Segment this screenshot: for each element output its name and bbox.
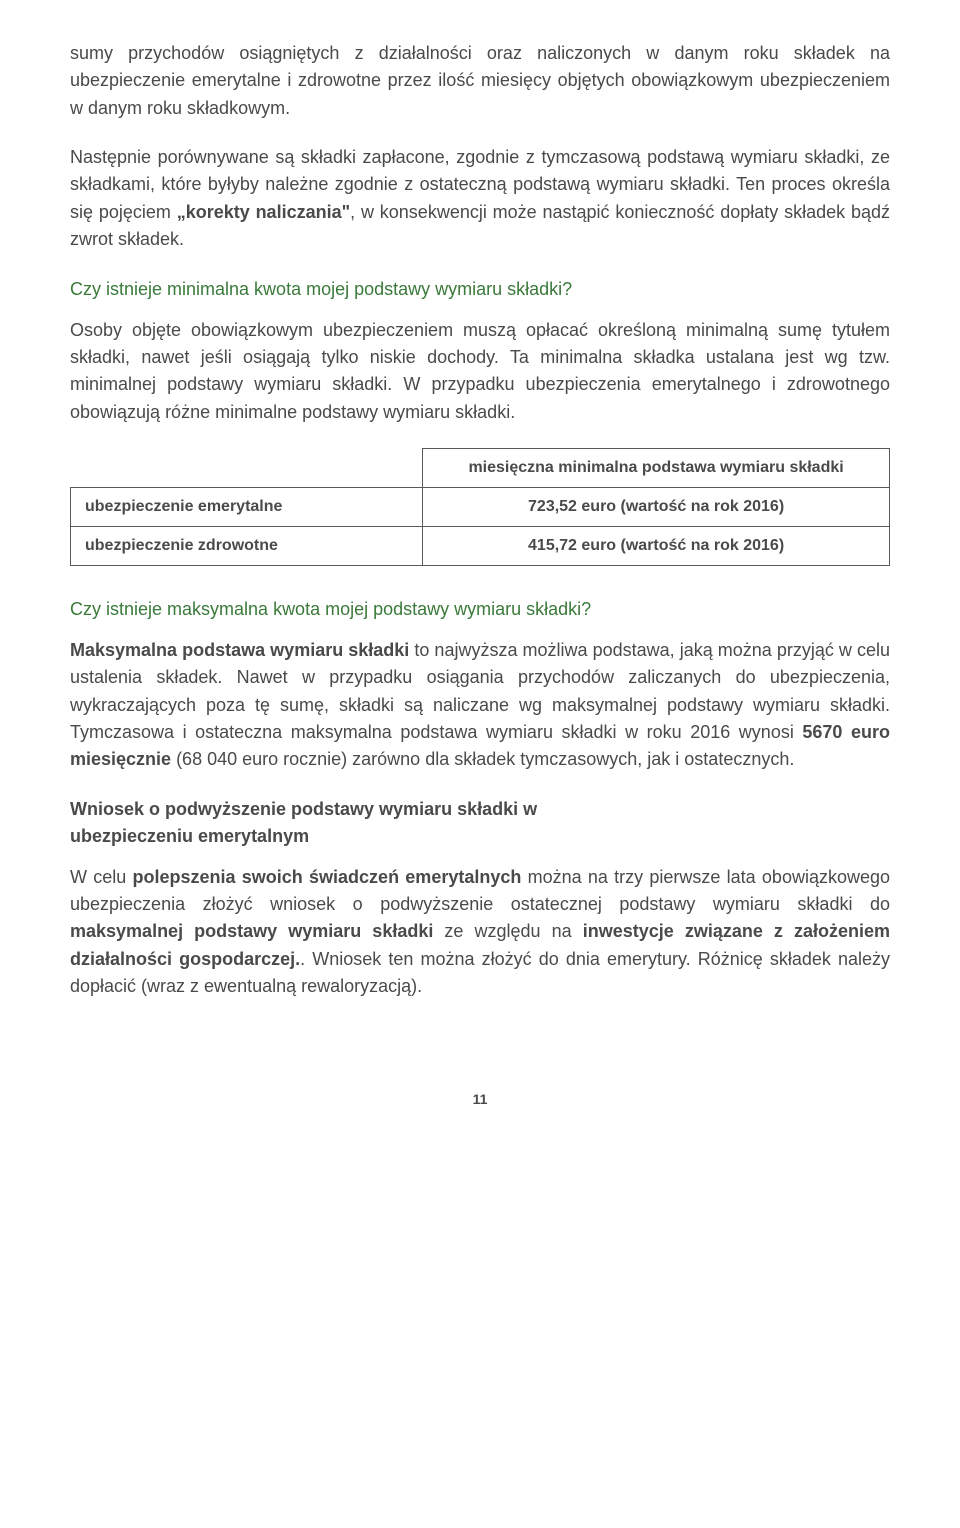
- table-row: ubezpieczenie zdrowotne 415,72 euro (war…: [71, 526, 890, 565]
- table-row-value: 723,52 euro (wartość na rok 2016): [423, 487, 890, 526]
- p5-e: ze względu na: [433, 921, 582, 941]
- table-blank-header: [71, 448, 423, 487]
- p5-b: polepszenia swoich świadczeń emerytalnyc…: [133, 867, 522, 887]
- page-number: 11: [70, 1091, 890, 1107]
- table-header-row: miesięczna minimalna podstawa wymiaru sk…: [71, 448, 890, 487]
- p5-a: W celu: [70, 867, 133, 887]
- p4-d: (68 040 euro rocznie) zarówno dla składe…: [171, 749, 794, 769]
- paragraph-1: sumy przychodów osiągniętych z działalno…: [70, 40, 890, 122]
- paragraph-3: Osoby objęte obowiązkowym ubezpieczeniem…: [70, 317, 890, 426]
- p4-a: Maksymalna podstawa wymiaru składki: [70, 640, 409, 660]
- p5-d: maksymalnej podstawy wymiaru składki: [70, 921, 433, 941]
- subheading-wniosek: Wniosek o podwyższenie podstawy wymiaru …: [70, 796, 570, 850]
- paragraph-4: Maksymalna podstawa wymiaru składki to n…: [70, 637, 890, 774]
- table-row-label: ubezpieczenie emerytalne: [71, 487, 423, 526]
- table-row: ubezpieczenie emerytalne 723,52 euro (wa…: [71, 487, 890, 526]
- minimalna-table: miesięczna minimalna podstawa wymiaru sk…: [70, 448, 890, 566]
- heading-minimalna: Czy istnieje minimalna kwota mojej podst…: [70, 276, 890, 303]
- table-header-right: miesięczna minimalna podstawa wymiaru sk…: [423, 448, 890, 487]
- heading-maksymalna: Czy istnieje maksymalna kwota mojej pods…: [70, 596, 890, 623]
- paragraph-2: Następnie porównywane są składki zapłaco…: [70, 144, 890, 253]
- p2-b: „korekty naliczania": [177, 202, 350, 222]
- table-row-label: ubezpieczenie zdrowotne: [71, 526, 423, 565]
- paragraph-5: W celu polepszenia swoich świadczeń emer…: [70, 864, 890, 1001]
- table-row-value: 415,72 euro (wartość na rok 2016): [423, 526, 890, 565]
